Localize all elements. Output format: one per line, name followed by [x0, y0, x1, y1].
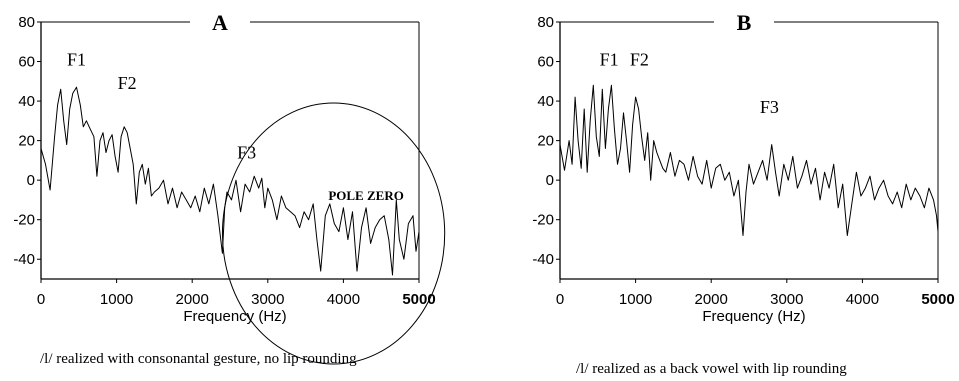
- x-tick-label: 5000: [402, 291, 435, 308]
- y-tick-label: 80: [537, 14, 554, 31]
- caption-a: /l/ realized with consonantal gesture, n…: [40, 351, 357, 367]
- x-tick-label: 0: [556, 291, 564, 308]
- formant-label-f1: F1: [600, 49, 619, 69]
- y-tick-label: 40: [537, 93, 554, 110]
- x-tick-label: 2000: [695, 291, 728, 308]
- y-tick-label: -20: [13, 212, 35, 229]
- spectrum-line-b: [559, 84, 939, 236]
- panel-label-a: A: [212, 10, 228, 35]
- formant-label-f2: F2: [118, 73, 137, 93]
- x-tick-label: 5000: [921, 291, 954, 308]
- y-tick-label: 80: [18, 14, 35, 31]
- x-tick-label: 2000: [176, 291, 209, 308]
- spectrum-line-a: [40, 86, 420, 276]
- formant-label-f3: F3: [760, 97, 779, 117]
- y-tick-label: -20: [532, 212, 554, 229]
- chart-b: B 80 60 40 20 0 -20 -40 0 1000 2000 3000 4000 5000 Fre…: [532, 10, 954, 325]
- y-tick-label: 20: [18, 133, 35, 150]
- chart-a: A 80 60 40 20 0 -20 -40 0 1000 2000 3000 4000 5000 Fre…: [13, 10, 446, 365]
- y-tick-label: 20: [537, 133, 554, 150]
- caption-b: /l/ realized as a back vowel with lip ro…: [576, 361, 847, 377]
- formant-label-f2: F2: [630, 49, 649, 69]
- pole-zero-label: POLE ZERO: [328, 188, 404, 203]
- panel-label-b: B: [737, 10, 752, 35]
- x-axis-title-b: Frequency (Hz): [702, 308, 805, 325]
- x-tick-label: 3000: [251, 291, 284, 308]
- y-tick-label: -40: [13, 251, 35, 268]
- y-tick-label: 0: [546, 172, 554, 189]
- y-tick-label: -40: [532, 251, 554, 268]
- pole-zero-circle: [221, 102, 446, 365]
- x-tick-label: 0: [37, 291, 45, 308]
- y-tick-label: 60: [537, 54, 554, 71]
- y-tick-label: 40: [18, 93, 35, 110]
- formant-label-f1: F1: [67, 49, 86, 69]
- x-axis-title-a: Frequency (Hz): [183, 308, 286, 325]
- x-tick-label: 1000: [100, 291, 133, 308]
- y-tick-label: 60: [18, 54, 35, 71]
- x-tick-label: 4000: [846, 291, 879, 308]
- x-tick-label: 4000: [327, 291, 360, 308]
- y-tick-label: 0: [27, 172, 35, 189]
- x-tick-label: 1000: [619, 291, 652, 308]
- x-tick-label: 3000: [770, 291, 803, 308]
